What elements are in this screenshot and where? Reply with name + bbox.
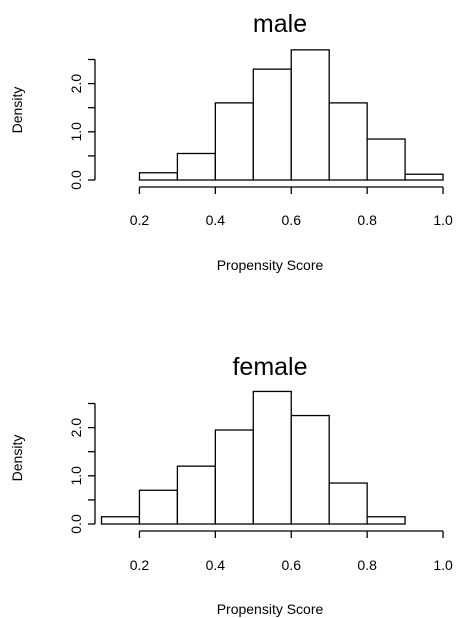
x-axis-label: Propensity Score — [217, 601, 324, 617]
y-tick-label: 2.0 — [68, 74, 84, 94]
histogram-bar — [252, 390, 292, 525]
histogram-bar — [138, 172, 179, 181]
histogram-bar — [100, 516, 141, 525]
histogram-bar — [328, 482, 368, 525]
x-axis-label: Propensity Score — [217, 257, 324, 273]
histogram-bar — [328, 102, 368, 181]
y-tick-label: 0.0 — [68, 514, 84, 534]
chart-title: male — [253, 10, 307, 38]
female-histogram-panel: female 0.2 0.4 0.6 0.8 1.0 0.0 1.0 2.0 Propens… — [9, 353, 453, 617]
histogram-bar — [366, 138, 406, 181]
histogram-bar — [176, 465, 216, 525]
y-axis: 0.0 1.0 2.0 — [68, 58, 96, 190]
x-tick-label: 0.6 — [282, 212, 302, 228]
chart-title: female — [232, 353, 307, 381]
x-tick-label: 0.8 — [357, 212, 377, 228]
histogram-bar — [290, 49, 330, 181]
x-tick-label: 1.0 — [433, 557, 453, 573]
x-tick-label: 0.2 — [130, 212, 150, 228]
x-tick-label: 0.4 — [206, 557, 226, 573]
y-axis: 0.0 1.0 2.0 — [68, 402, 96, 534]
bars-group — [138, 49, 444, 181]
x-tick-label: 0.4 — [206, 212, 226, 228]
x-tick-label: 0.2 — [130, 557, 150, 573]
y-tick-label: 1.0 — [68, 466, 84, 486]
male-histogram-panel: male 0.2 0.4 0.6 0.8 1.0 0.0 1.0 2.0 Propensit… — [9, 10, 453, 273]
x-tick-label: 0.6 — [282, 557, 302, 573]
y-tick-label: 1.0 — [68, 122, 84, 142]
histogram-bar — [252, 68, 292, 181]
x-axis: 0.2 0.4 0.6 0.8 1.0 — [130, 186, 453, 228]
y-tick-label: 2.0 — [68, 418, 84, 438]
y-tick-label: 0.0 — [68, 170, 84, 190]
x-tick-label: 0.8 — [357, 557, 377, 573]
y-axis-label: Density — [9, 435, 25, 482]
histogram-bar — [290, 414, 330, 525]
bars-group — [100, 390, 406, 525]
histogram-bar — [404, 173, 444, 181]
histogram-bar — [366, 516, 406, 525]
histogram-bar — [214, 102, 254, 181]
histogram-bar — [176, 152, 216, 181]
y-axis-label: Density — [9, 87, 25, 134]
x-axis: 0.2 0.4 0.6 0.8 1.0 — [130, 530, 453, 573]
histogram-bar — [214, 429, 254, 525]
histogram-bar — [138, 489, 179, 525]
x-tick-label: 1.0 — [433, 212, 453, 228]
